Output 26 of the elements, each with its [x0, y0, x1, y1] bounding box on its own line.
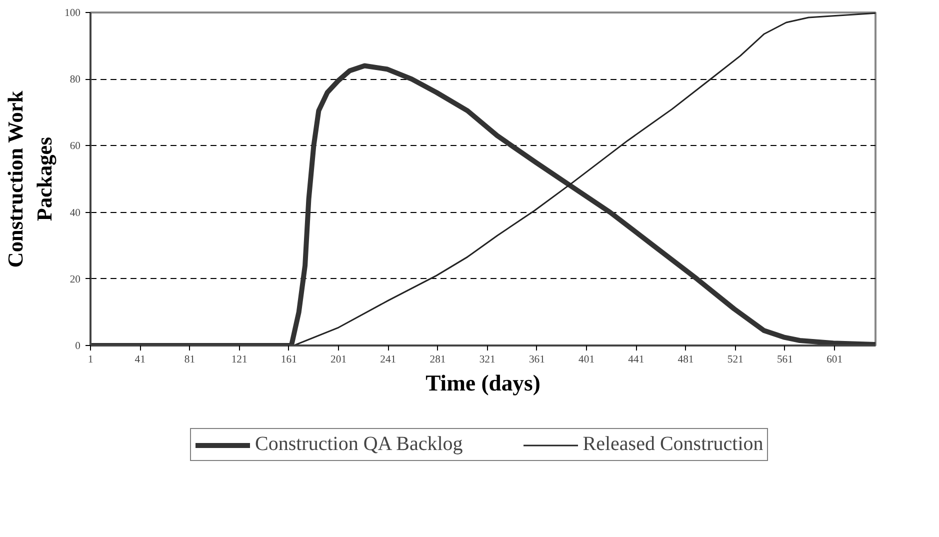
legend-label: Released Construction — [582, 433, 764, 456]
y-tick-label: 40 — [70, 208, 80, 219]
x-tick-label: 41 — [134, 354, 146, 366]
x-tick-label: 441 — [628, 354, 644, 366]
x-tick-label: 161 — [280, 354, 297, 366]
x-tick-label: 601 — [826, 354, 843, 366]
legend-label: Construction QA Backlog — [255, 433, 463, 456]
y-tick-label: 100 — [64, 8, 80, 19]
x-tick-label: 361 — [528, 354, 545, 366]
y-tick-label: 60 — [70, 141, 80, 152]
x-tick-label: 481 — [678, 354, 694, 366]
x-tick-label: 521 — [727, 354, 744, 366]
x-tick-label: 201 — [330, 354, 347, 366]
y-axis-title: Construction Work Packages — [4, 90, 57, 268]
x-tick-label: 401 — [578, 354, 595, 366]
x-tick-label: 121 — [231, 354, 248, 366]
y-tick-label: 20 — [70, 274, 80, 286]
x-axis-title: Time (days) — [426, 370, 540, 396]
x-tick-label: 81 — [184, 354, 196, 366]
x-tick-label: 561 — [776, 354, 793, 366]
y-tick-label: 80 — [70, 74, 80, 86]
x-tick-label: 321 — [479, 354, 496, 366]
x-tick-label: 241 — [380, 354, 396, 366]
x-tick-label: 281 — [430, 354, 446, 366]
y-tick-label: 0 — [75, 341, 80, 352]
x-tick-label: 1 — [88, 354, 94, 366]
